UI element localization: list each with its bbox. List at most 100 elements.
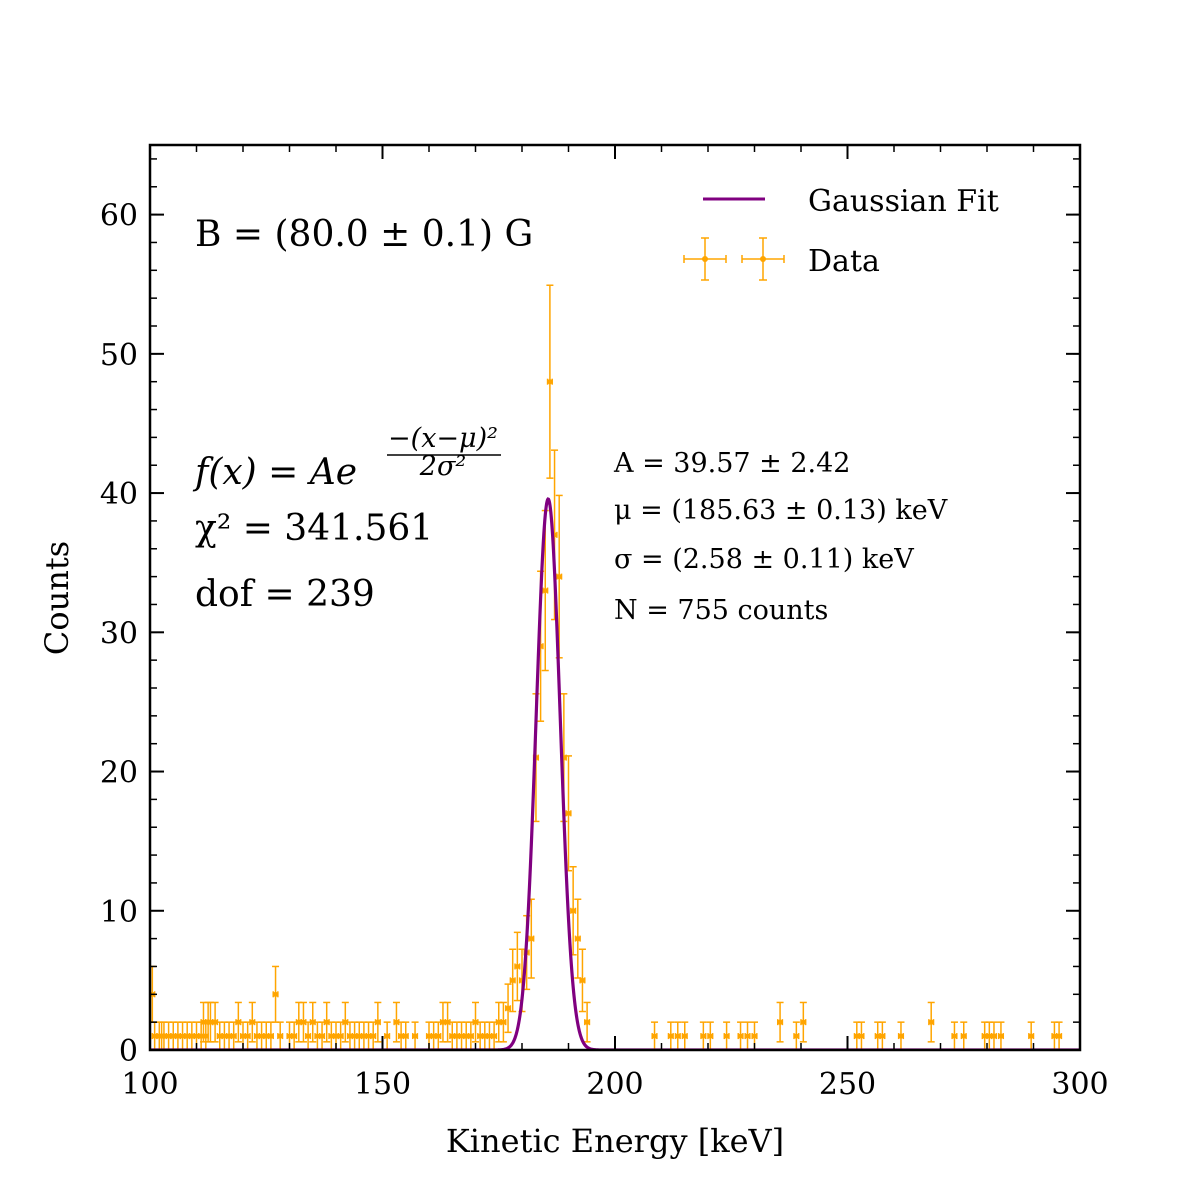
data-point-marker: [445, 1019, 451, 1025]
data-point-marker: [235, 1019, 241, 1025]
data-point-marker: [486, 1033, 493, 1039]
data-point-marker: [1051, 1033, 1058, 1039]
data-point-marker: [310, 1019, 316, 1025]
dof-annotation: dof = 239: [195, 574, 375, 615]
data-point-marker: [226, 1033, 232, 1039]
data-point-marker: [375, 1019, 381, 1025]
data-point-marker: [342, 1019, 348, 1025]
data-point: [504, 983, 512, 1034]
data-point-marker: [858, 1033, 865, 1039]
data-point-marker: [505, 1005, 511, 1011]
data-point: [990, 1021, 998, 1050]
model-exponent-denominator: 2σ²: [419, 451, 466, 482]
data-point: [681, 1021, 689, 1050]
data-point-marker: [296, 1019, 302, 1025]
data-point-marker: [751, 1033, 758, 1039]
data-point: [897, 1021, 905, 1050]
legend-data-marker: [683, 237, 727, 281]
data-point-marker: [951, 1033, 958, 1039]
model-formula: f(x) = Ae −(x−μ)² 2σ²: [192, 423, 501, 493]
data-point-marker: [514, 963, 520, 970]
data-point-marker: [272, 991, 279, 997]
data-point-marker: [991, 1033, 997, 1039]
data-point-marker: [352, 1033, 358, 1039]
x-tick-label: 150: [354, 1067, 411, 1102]
magnetic-field-annotation: B = (80.0 ± 0.1) G: [195, 214, 533, 255]
x-tick-label: 300: [1051, 1067, 1108, 1102]
data-point: [699, 1021, 707, 1050]
data-point-marker: [170, 1033, 176, 1039]
data-point: [857, 1021, 865, 1050]
data-point: [276, 1021, 284, 1050]
data-point-marker: [440, 1019, 446, 1025]
y-tick-label: 10: [100, 895, 138, 930]
data-point-marker: [472, 1019, 479, 1025]
data-point-marker: [324, 1019, 330, 1025]
data-point-marker: [398, 1033, 404, 1039]
data-point: [737, 1021, 745, 1050]
data-point-marker: [898, 1033, 904, 1039]
data-point-marker: [184, 1033, 190, 1039]
data-point-marker: [212, 1019, 218, 1025]
data-point-marker: [510, 977, 516, 983]
legend-data-marker: [741, 237, 785, 281]
data-point: [216, 1021, 224, 1050]
data-point-marker: [245, 1033, 251, 1039]
data-point-marker: [384, 1033, 390, 1039]
data-point-marker: [240, 1033, 246, 1039]
data-point-marker: [435, 1033, 441, 1039]
data-point-marker: [547, 379, 553, 385]
data-point-marker: [291, 1033, 297, 1039]
data-point: [1027, 1021, 1035, 1050]
data-point-marker: [249, 1019, 255, 1025]
data-point-marker: [333, 1033, 339, 1039]
data-point-marker: [217, 1033, 223, 1039]
data-point-marker: [166, 1033, 172, 1039]
x-axis-label: Kinetic Energy [keV]: [446, 1122, 784, 1160]
data-point: [490, 1021, 498, 1050]
data-point: [776, 1001, 784, 1043]
data-point-marker: [449, 1033, 455, 1039]
data-point: [374, 1001, 382, 1043]
chi-square-annotation: χ² = 341.561: [195, 508, 433, 549]
data-point-marker: [570, 908, 576, 914]
data-point: [981, 1021, 989, 1050]
data-point-marker: [1028, 1033, 1034, 1039]
data-point-marker: [305, 1033, 311, 1039]
data-point-marker: [800, 1019, 806, 1025]
data-point-marker: [161, 1033, 167, 1039]
data-point: [985, 1021, 993, 1050]
data-point-marker: [458, 1033, 465, 1039]
data-point: [444, 1001, 452, 1043]
data-point-marker: [277, 1033, 283, 1039]
param-sigma: σ = (2.58 ± 0.11) keV: [614, 544, 914, 575]
data-point: [927, 1001, 935, 1043]
data-point-marker: [500, 1019, 506, 1025]
data-point: [337, 1021, 345, 1050]
data-point-marker: [259, 1033, 265, 1039]
data-point: [667, 1021, 675, 1050]
data-point-marker: [682, 1033, 688, 1039]
param-mean: μ = (185.63 ± 0.13) keV: [614, 495, 948, 526]
data-point-marker: [203, 1033, 209, 1039]
legend-data-dot: [760, 256, 766, 262]
data-point: [304, 1021, 312, 1050]
data-point-marker: [221, 1033, 227, 1039]
data-point: [402, 1021, 410, 1050]
data-point: [960, 1021, 968, 1050]
data-point-marker: [189, 1033, 195, 1039]
legend-fit-label: Gaussian Fit: [808, 184, 999, 219]
data-point-marker: [777, 1019, 783, 1025]
data-point-marker: [998, 1033, 1004, 1039]
data-point-marker: [365, 1033, 372, 1039]
data-point: [706, 1021, 714, 1050]
legend-data-label: Data: [808, 244, 880, 279]
data-point: [267, 1021, 275, 1050]
legend: Gaussian Fit Data: [683, 184, 999, 281]
data-point: [878, 1021, 886, 1050]
data-point: [527, 898, 535, 979]
data-point-marker: [314, 1033, 320, 1039]
data-point-marker: [744, 1033, 751, 1039]
data-point-marker: [737, 1033, 744, 1039]
